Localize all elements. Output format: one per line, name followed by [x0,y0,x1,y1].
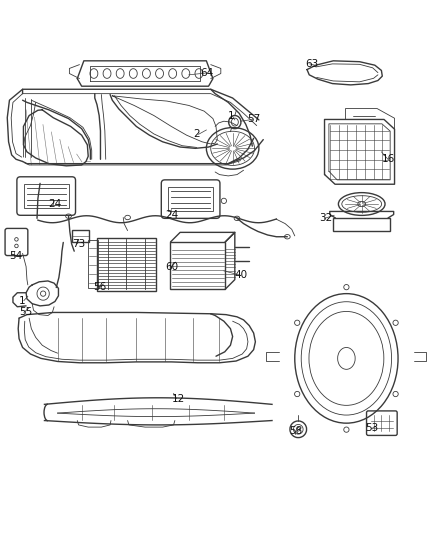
Bar [24,184,68,208]
Text: 57: 57 [247,115,260,125]
Bar [168,187,212,212]
Text: 24: 24 [48,199,61,209]
Text: 32: 32 [318,213,331,223]
Text: 63: 63 [304,59,318,69]
Text: 54: 54 [10,251,23,261]
Text: 64: 64 [199,68,212,78]
Text: 12: 12 [171,394,184,403]
Text: 40: 40 [234,270,247,280]
Bar [170,242,225,289]
Text: 2: 2 [193,130,199,139]
Text: 55: 55 [19,308,32,318]
Text: 1: 1 [228,111,234,122]
Text: 24: 24 [164,210,178,220]
Text: 58: 58 [289,426,302,436]
Text: 16: 16 [381,154,394,164]
Bar [97,238,155,290]
Text: 1: 1 [19,296,26,305]
Text: 73: 73 [72,239,85,249]
Text: 53: 53 [365,423,378,433]
Text: 60: 60 [165,262,178,271]
Text: 56: 56 [93,282,106,292]
Bar [332,218,389,231]
Bar [71,230,89,243]
Bar [88,240,98,288]
